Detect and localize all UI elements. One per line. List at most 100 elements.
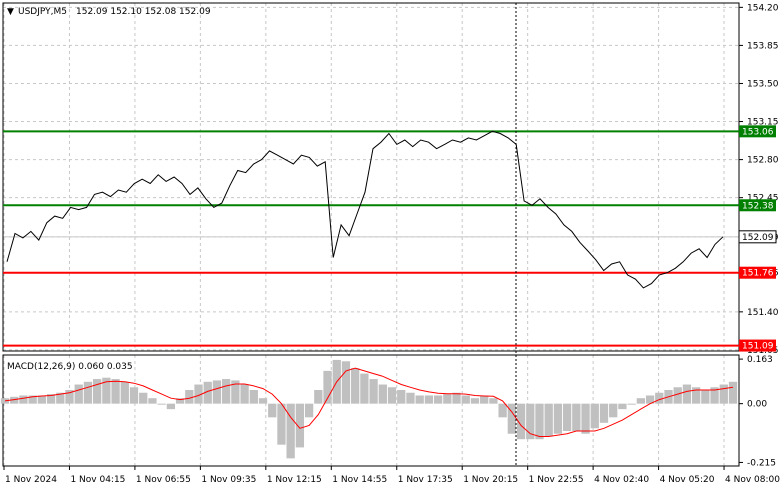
macd-bar <box>148 398 157 404</box>
macd-bar <box>139 392 148 404</box>
level-tag-bg <box>739 199 776 212</box>
macd-bar <box>636 398 645 404</box>
y-tick-label: 153.15 <box>747 118 779 128</box>
macd-bar <box>351 368 360 404</box>
level-price-tags: 153.06 152.38 151.76 151.09 152.09 <box>738 125 777 352</box>
macd-bar <box>480 395 489 404</box>
macd-bar <box>710 387 719 404</box>
macd-bar <box>10 396 19 404</box>
macd-bar <box>599 403 609 423</box>
macd-bar <box>102 377 111 404</box>
level-tag-label: 153.06 <box>742 127 774 137</box>
macd-bar <box>443 394 452 404</box>
x-tick-label: 1 Nov 12:15 <box>267 475 322 485</box>
macd-bar <box>304 403 314 418</box>
macd-bar <box>295 403 305 448</box>
macd-bar <box>655 392 664 404</box>
macd-bar <box>268 403 277 418</box>
macd-signal-line <box>4 367 734 437</box>
macd-axis: 0.163 0.00 -0.215 <box>739 355 776 468</box>
level-tag-bg <box>739 125 776 138</box>
macd-bar <box>212 380 222 404</box>
macd-bar <box>111 379 120 404</box>
grid <box>3 3 739 466</box>
macd-bar <box>452 392 461 404</box>
macd-bar <box>93 379 102 404</box>
macd-bar <box>397 389 406 404</box>
level-tag-label: 151.09 <box>742 342 774 352</box>
level-tag-bg <box>739 339 776 352</box>
macd-bar <box>507 403 516 434</box>
macd-bar <box>277 403 286 445</box>
collapse-arrow-icon[interactable]: ▼ <box>7 7 14 17</box>
macd-bar <box>240 384 249 404</box>
macd-label: MACD(12,26,9) 0.060 0.035 <box>7 362 133 372</box>
macd-bar <box>526 403 535 440</box>
macd-bar <box>627 403 636 405</box>
horizontal-levels[interactable] <box>3 130 739 347</box>
macd-bar <box>673 387 682 404</box>
macd-bar <box>286 403 295 459</box>
macd-bar <box>46 394 56 404</box>
macd-bar <box>562 403 572 432</box>
macd-tick-label: 0.163 <box>747 355 773 365</box>
macd-bar <box>461 395 470 404</box>
macd-bar <box>360 373 369 404</box>
macd-bar <box>609 403 618 418</box>
macd-bar <box>129 387 139 404</box>
macd-bar <box>415 395 424 404</box>
level-tag-label: 151.76 <box>742 269 774 279</box>
x-tick-label: 1 Nov 20:15 <box>463 475 518 485</box>
macd-bar <box>194 384 203 404</box>
macd-bar <box>719 384 728 404</box>
time-axis[interactable]: 1 Nov 2024 1 Nov 04:15 1 Nov 06:55 1 Nov 09… <box>3 466 780 485</box>
macd-bar <box>65 389 74 404</box>
macd-bar <box>0 398 10 404</box>
macd-bar <box>175 398 185 404</box>
macd-histogram <box>0 359 738 459</box>
macd-bar <box>74 384 83 404</box>
macd-bar <box>369 379 378 404</box>
macd-bar <box>682 384 692 404</box>
macd-bar <box>544 403 553 437</box>
macd-bar <box>222 379 231 404</box>
price-frame <box>2 2 740 352</box>
level-tag-label: 152.38 <box>742 201 774 211</box>
y-tick-label: 152.80 <box>747 156 779 166</box>
macd-bar <box>378 384 387 404</box>
macd-bar <box>581 403 590 434</box>
macd-bar <box>433 395 443 404</box>
macd-bar <box>691 387 701 404</box>
macd-frame <box>2 354 740 467</box>
y-tick-label: 151.40 <box>747 308 779 318</box>
y-tick-label: 153.50 <box>747 79 779 89</box>
price-series-line <box>6 130 724 289</box>
macd-bar <box>590 403 599 429</box>
x-tick-label: 4 Nov 02:40 <box>594 475 649 485</box>
macd-bar <box>258 398 268 404</box>
macd-bar <box>498 403 507 418</box>
macd-bar <box>406 392 415 404</box>
current-price-tag: 152.09 <box>742 233 774 243</box>
macd-bar <box>728 381 738 404</box>
macd-bar <box>618 403 627 410</box>
x-tick-label: 1 Nov 17:35 <box>398 475 453 485</box>
macd-bar <box>185 389 194 404</box>
symbol-label: USDJPY,M5 <box>18 7 67 17</box>
macd-tick-label: -0.215 <box>747 458 776 468</box>
macd-bar <box>470 398 480 404</box>
y-tick-label: 153.85 <box>747 41 779 51</box>
level-tag-bg <box>739 266 776 279</box>
y-tick-label: 154.20 <box>747 3 779 13</box>
macd-bar <box>19 395 28 404</box>
current-price-tag-bg <box>738 230 777 244</box>
macd-bar <box>341 361 351 404</box>
macd-bar <box>701 389 710 404</box>
macd-bar <box>157 403 166 405</box>
ohlc-readout: 152.09 152.10 152.08 152.09 <box>76 7 211 17</box>
macd-bar <box>120 381 129 404</box>
x-tick-label: 1 Nov 2024 <box>5 475 57 485</box>
x-tick-label: 1 Nov 14:55 <box>332 475 387 485</box>
